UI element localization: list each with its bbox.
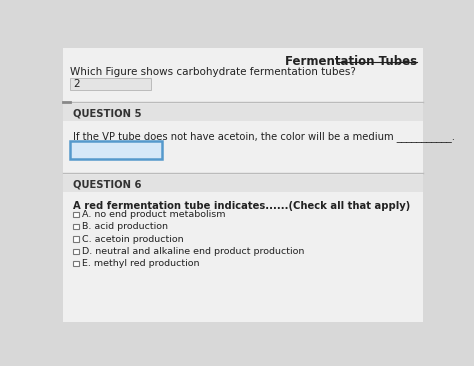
FancyBboxPatch shape bbox=[70, 78, 152, 90]
Text: C. acetoin production: C. acetoin production bbox=[82, 235, 184, 244]
Text: Fermentation Tubes: Fermentation Tubes bbox=[285, 55, 417, 68]
Text: D. neutral and alkaline end product production: D. neutral and alkaline end product prod… bbox=[82, 247, 305, 256]
Text: A. no end product metabolism: A. no end product metabolism bbox=[82, 210, 226, 219]
Text: QUESTION 5: QUESTION 5 bbox=[73, 109, 142, 119]
FancyBboxPatch shape bbox=[73, 236, 79, 242]
Text: A red fermentation tube indicates......(Check all that apply): A red fermentation tube indicates......(… bbox=[73, 201, 410, 211]
FancyBboxPatch shape bbox=[73, 224, 79, 229]
FancyBboxPatch shape bbox=[70, 141, 162, 160]
FancyBboxPatch shape bbox=[73, 261, 79, 266]
Text: Which Figure shows carbohydrate fermentation tubes?: Which Figure shows carbohydrate fermenta… bbox=[70, 67, 356, 77]
FancyBboxPatch shape bbox=[73, 249, 79, 254]
Text: QUESTION 6: QUESTION 6 bbox=[73, 180, 142, 190]
Text: E. methyl red production: E. methyl red production bbox=[82, 259, 200, 268]
FancyBboxPatch shape bbox=[73, 212, 79, 217]
Text: 2: 2 bbox=[73, 79, 80, 89]
Text: B. acid production: B. acid production bbox=[82, 222, 168, 231]
Text: If the VP tube does not have acetoin, the color will be a medium ___________.: If the VP tube does not have acetoin, th… bbox=[73, 131, 455, 142]
FancyBboxPatch shape bbox=[63, 104, 423, 121]
FancyBboxPatch shape bbox=[63, 175, 423, 192]
FancyBboxPatch shape bbox=[63, 48, 423, 322]
